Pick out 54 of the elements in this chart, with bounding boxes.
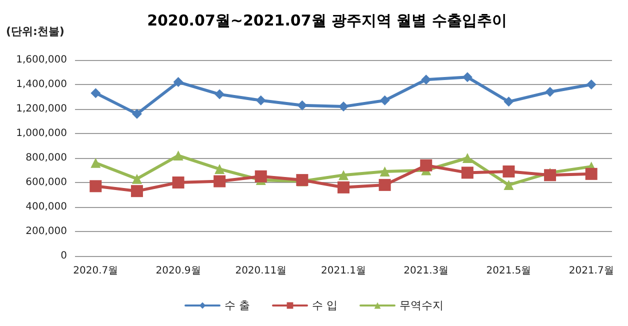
- y-tick-label: 600,000: [26, 177, 67, 188]
- x-tick-label: 2020.7월: [73, 266, 118, 276]
- point: [173, 150, 184, 161]
- point: [338, 102, 348, 112]
- x-tick-label: 2021.5월: [486, 266, 532, 276]
- x-tick-label: 2020.9월: [156, 266, 201, 276]
- point: [586, 80, 596, 90]
- legend-label: 무역수지: [399, 299, 444, 312]
- point: [90, 180, 102, 192]
- y-tick-label: 1,400,000: [16, 79, 67, 90]
- chart-title: 2020.07월~2021.07월 광주지역 월별 수출입추이: [147, 12, 507, 30]
- point: [380, 166, 390, 176]
- x-tick-label: 2021.3월: [404, 266, 449, 276]
- y-tick-label: 1,600,000: [16, 54, 67, 66]
- point: [544, 169, 556, 182]
- legend-label: 수 입: [312, 299, 338, 312]
- point: [504, 180, 514, 190]
- point: [297, 100, 308, 110]
- point: [461, 166, 474, 179]
- point: [502, 165, 515, 178]
- point: [214, 175, 226, 188]
- point: [173, 77, 184, 88]
- point: [172, 176, 184, 188]
- y-tick-label: 800,000: [26, 152, 67, 164]
- point: [256, 95, 266, 106]
- point: [214, 89, 225, 100]
- x-tick-label: 2020.11월: [235, 266, 287, 276]
- point: [380, 95, 390, 106]
- point: [420, 159, 432, 172]
- legend-label: 수 출: [224, 299, 250, 312]
- point: [462, 72, 472, 82]
- point: [421, 74, 432, 85]
- y-tick-label: 1,000,000: [16, 128, 67, 139]
- point: [338, 181, 350, 194]
- point: [378, 178, 391, 191]
- point: [545, 86, 556, 97]
- y-axis-title: (단위:천불): [6, 25, 64, 38]
- point: [338, 170, 348, 180]
- point: [130, 185, 143, 198]
- y-tick-label: 1,200,000: [16, 104, 67, 114]
- x-tick-label: 2021.7월: [568, 266, 614, 276]
- point: [90, 158, 101, 168]
- point: [585, 168, 598, 180]
- y-tick-label: 200,000: [26, 226, 67, 237]
- point: [90, 88, 101, 98]
- y-tick-label: 400,000: [26, 202, 67, 212]
- point: [214, 164, 225, 174]
- point: [504, 96, 514, 107]
- point: [132, 108, 142, 119]
- point: [462, 153, 472, 163]
- point: [132, 174, 142, 184]
- y-tick-label: 0: [60, 250, 67, 262]
- point: [254, 170, 267, 182]
- x-tick-label: 2021.1월: [321, 266, 366, 276]
